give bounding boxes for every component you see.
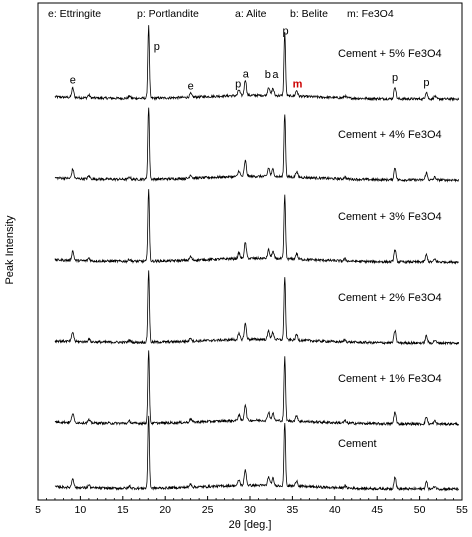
series-line: [54, 107, 459, 183]
peak-label: a: [272, 69, 279, 81]
peak-label: p: [423, 77, 429, 89]
x-tick-label: 55: [456, 504, 468, 516]
peak-label: m: [293, 79, 303, 91]
series-label: Cement + 2% Fe3O4: [338, 292, 442, 304]
series-label: Cement + 3% Fe3O4: [338, 211, 442, 223]
legend-entry: a: Alite: [235, 8, 267, 20]
x-tick-label: 40: [329, 504, 341, 516]
series-label: Cement + 5% Fe3O4: [338, 48, 442, 60]
plot-frame: [37, 2, 463, 501]
peak-label: p: [283, 26, 289, 38]
legend-entry: p: Portlandite: [137, 8, 199, 20]
x-axis: 5 10 15 20 25 30 35 40 45 50 55: [35, 496, 468, 516]
peak-label: a: [243, 68, 250, 80]
peak-label: p: [154, 41, 160, 53]
legend-entry: b: Belite: [290, 8, 328, 20]
x-tick-label: 45: [371, 504, 383, 516]
series-line: [54, 415, 459, 492]
series-layer: Cement + 5% Fe3O4 Cement + 4% Fe3O4 Cement…: [54, 25, 459, 492]
x-tick-label: 35: [287, 504, 299, 516]
legend: e: Ettringite p: Portlandite a: Alite b: Be…: [48, 8, 394, 20]
x-axis-title: 2θ [deg.]: [229, 519, 272, 531]
x-tick-label: 5: [35, 504, 41, 516]
series-line: [54, 270, 459, 346]
peak-label: e: [70, 75, 76, 87]
series-label: Cement: [338, 438, 377, 450]
legend-entry: m: Fe3O4: [347, 8, 394, 20]
y-axis-title: Peak Intensity: [4, 215, 16, 285]
peak-label: p: [235, 79, 241, 91]
series-line: [54, 189, 459, 265]
series-line: [54, 350, 459, 427]
x-tick-label: 30: [244, 504, 256, 516]
series-line: [54, 25, 459, 102]
x-tick-label: 50: [414, 504, 426, 516]
legend-entry: e: Ettringite: [48, 8, 101, 20]
series-label: Cement + 4% Fe3O4: [338, 129, 442, 141]
peak-label: p: [392, 72, 398, 84]
x-tick-label: 10: [75, 504, 87, 516]
peak-label: b: [265, 69, 271, 81]
series-label: Cement + 1% Fe3O4: [338, 373, 442, 385]
x-tick-label: 15: [117, 504, 129, 516]
x-tick-label: 20: [159, 504, 171, 516]
peak-label: e: [188, 80, 194, 92]
x-tick-label: 25: [202, 504, 214, 516]
